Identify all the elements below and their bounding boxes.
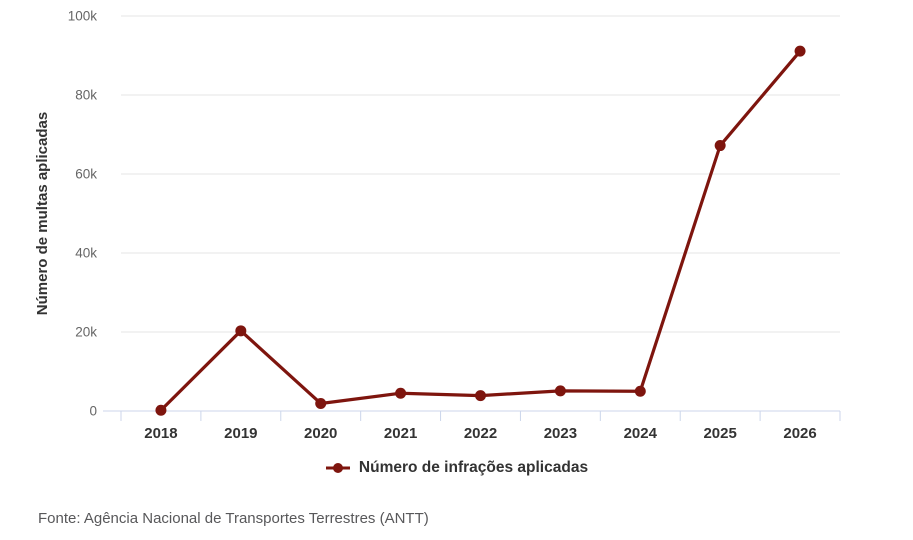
y-tick-label: 80k (75, 88, 97, 103)
data-point[interactable] (634, 385, 646, 397)
line-chart: 0 20k 40k 60k 80k 100k 2018 2019 2020 2021 2022 202… (34, 9, 841, 442)
x-tick-label: 2019 (224, 425, 257, 442)
series-line (159, 49, 802, 412)
data-point[interactable] (714, 140, 726, 152)
x-tick-label: 2021 (384, 425, 417, 442)
y-axis-title: Número de multas aplicadas (34, 112, 51, 315)
x-tick-label: 2024 (624, 425, 658, 442)
y-tick-label: 20k (75, 325, 97, 340)
chart-legend[interactable]: Número de infrações aplicadas (0, 457, 913, 479)
x-tick-label: 2025 (703, 425, 736, 442)
legend-label: Número de infrações aplicadas (358, 459, 589, 476)
data-point[interactable] (235, 325, 247, 337)
source-note: Fonte: Agência Nacional de Transportes T… (38, 510, 429, 527)
x-tick-label: 2022 (464, 425, 497, 442)
y-tick-label: 100k (68, 9, 98, 24)
x-tick-label: 2020 (304, 425, 337, 442)
data-point[interactable] (155, 404, 167, 416)
data-point[interactable] (794, 45, 806, 57)
x-tick-label: 2018 (144, 425, 177, 442)
data-point[interactable] (395, 387, 407, 399)
data-point[interactable] (554, 385, 566, 397)
legend-marker-icon (325, 463, 350, 473)
data-point[interactable] (475, 390, 486, 402)
x-tick-label: 2023 (544, 425, 577, 442)
y-tick-label: 60k (75, 167, 97, 182)
y-tick-label: 40k (75, 246, 97, 261)
data-point[interactable] (315, 397, 327, 409)
y-tick-label: 0 (89, 404, 97, 419)
x-tick-label: 2026 (783, 425, 816, 442)
